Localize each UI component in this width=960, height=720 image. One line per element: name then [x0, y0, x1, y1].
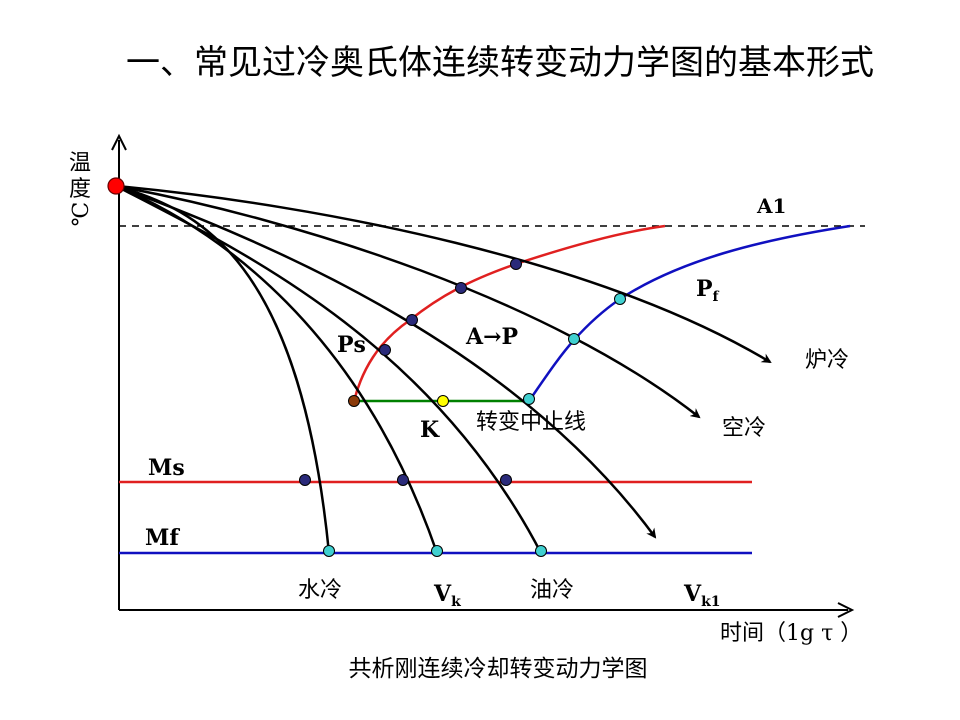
pfinish-furnace-point: [614, 293, 626, 305]
pstart-vk1-point: [406, 314, 418, 326]
cooling-curve-air: [115, 184, 701, 419]
pf-label: Pf: [696, 276, 720, 305]
x-axis-label: 时间（1g τ ）: [720, 621, 862, 646]
cooling-curve-water: [115, 184, 331, 554]
y-axis-arrow: [111, 133, 127, 151]
pstart-furnace-point: [510, 258, 522, 270]
pearlite-finish-curve: [527, 224, 851, 402]
pfinish-air-point: [568, 333, 580, 345]
stop-line-label: 转变中止线: [476, 410, 586, 435]
vk1-label: Vk1: [683, 581, 721, 610]
cooling-curve-oil: [115, 184, 543, 554]
water-cool-label: 水冷: [298, 578, 342, 603]
mf-label: Mf: [145, 525, 180, 551]
ps-point: [379, 344, 391, 356]
ms-label: Ms: [148, 455, 185, 481]
ms-water-point: [299, 474, 311, 486]
y-label-char-3: ℃: [69, 202, 94, 227]
vk-label: Vk: [433, 581, 461, 610]
a-to-p-label: A→P: [465, 324, 518, 350]
mf-oil-point: [535, 545, 547, 557]
furnace-cool-label: 炉冷: [805, 348, 849, 373]
cooling-curve-furnace: [115, 184, 772, 364]
nose-point: [348, 395, 360, 407]
cooling-curve-vk1: [115, 184, 657, 539]
mf-water-point: [323, 545, 335, 557]
x-axis-arrow: [837, 602, 855, 618]
mf-vk-point: [431, 545, 443, 557]
pearlite-start-curve: [352, 224, 666, 402]
ms-vk-point: [397, 474, 409, 486]
oil-cool-label: 油冷: [530, 578, 574, 603]
k-point: [437, 395, 449, 407]
y-label-char-1: 温: [69, 151, 91, 176]
origin-point: [107, 177, 125, 195]
ps-label: Ps: [337, 332, 366, 358]
ms-oil-point: [500, 474, 512, 486]
pfinish-stop-point: [523, 393, 535, 405]
air-cool-label: 空冷: [722, 416, 766, 441]
a1-label: A1: [756, 194, 786, 218]
pstart-air-point: [455, 282, 467, 294]
cooling-curve-critical-vk: [115, 184, 439, 554]
k-label: K: [420, 417, 440, 443]
slide-title: 一、常见过冷奥氏体连续转变动力学图的基本形式: [126, 43, 874, 83]
y-label-char-2: 度: [69, 177, 91, 202]
figure-caption: 共析刚连续冷却转变动力学图: [349, 656, 648, 682]
